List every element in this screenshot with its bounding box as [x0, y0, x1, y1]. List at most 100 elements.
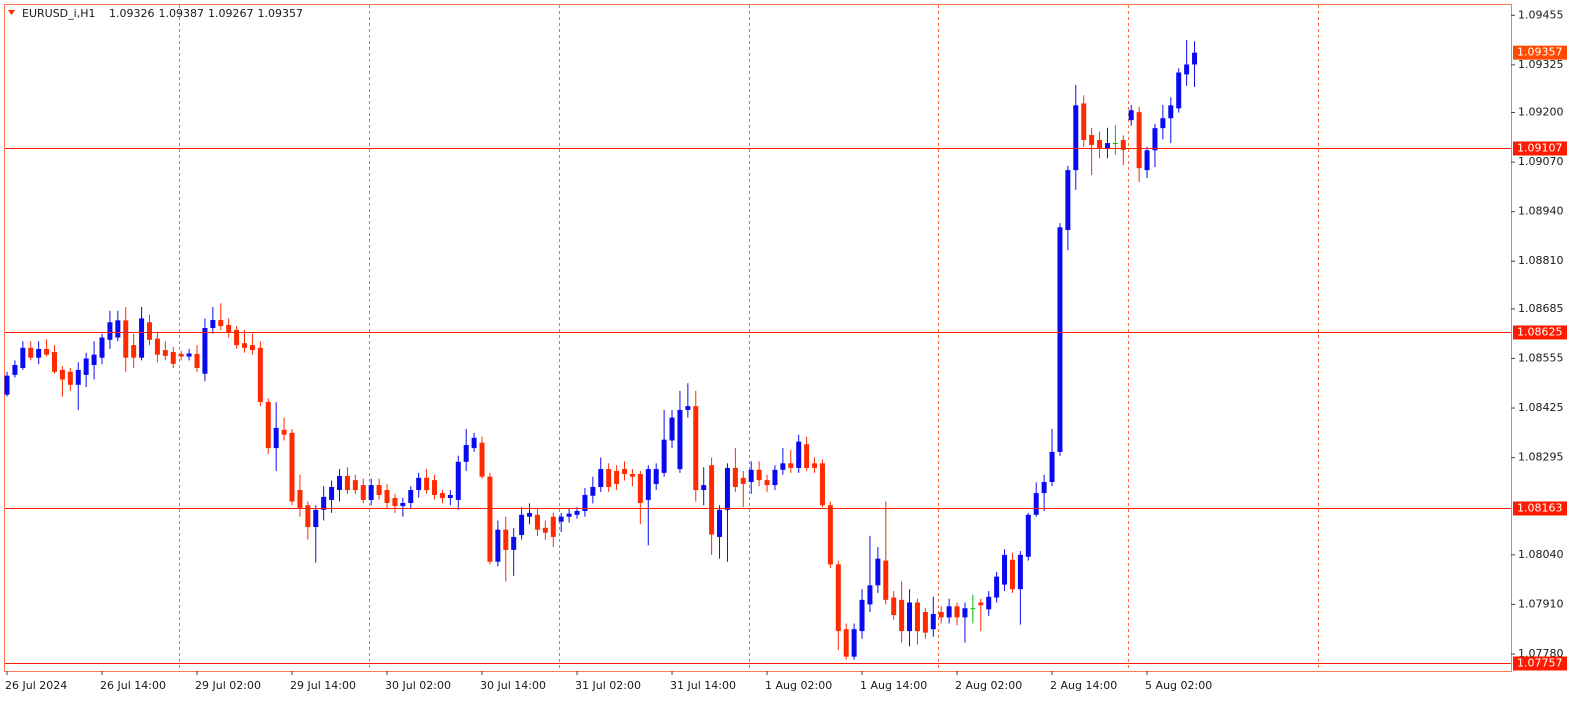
candle-body [234, 329, 240, 346]
candle-body [360, 485, 366, 500]
candle-body [859, 599, 865, 632]
candle-body [637, 474, 643, 503]
candle-body [242, 343, 248, 348]
candle-body [249, 345, 255, 351]
candle-body [764, 480, 770, 486]
candle-body [740, 477, 746, 484]
candle-body [368, 485, 374, 500]
y-tick-label: 1.08555 [1518, 351, 1564, 364]
candle-body [558, 516, 564, 522]
candle-body [645, 469, 651, 500]
candle-body [1033, 493, 1039, 515]
candle-body [52, 351, 58, 372]
candle-body [154, 338, 160, 355]
candle-body [376, 485, 382, 495]
x-tick-label: 30 Jul 14:00 [480, 679, 546, 692]
candle-body [772, 469, 778, 486]
y-tick-label: 1.09325 [1518, 58, 1564, 71]
candle-body [677, 409, 683, 470]
candle-body [83, 358, 89, 375]
candle-body [1049, 451, 1055, 483]
candle-body [1097, 139, 1103, 148]
candle-body [693, 406, 699, 491]
x-tick-label: 26 Jul 14:00 [100, 679, 166, 692]
x-tick-label: 5 Aug 02:00 [1145, 679, 1212, 692]
candle-body [447, 494, 453, 499]
candle-body [424, 477, 430, 491]
candle-body [1104, 143, 1110, 148]
candle-body [194, 353, 200, 369]
candle-body [107, 322, 113, 340]
candle-body [899, 599, 905, 632]
candle-body [1089, 135, 1095, 145]
candle-body [938, 612, 944, 618]
y-tick-label: 1.08040 [1518, 548, 1564, 561]
x-tick-label: 29 Jul 14:00 [290, 679, 356, 692]
candle-body [289, 432, 295, 502]
candle-body [91, 354, 97, 365]
candle-body [685, 406, 691, 410]
candle-body [1192, 52, 1198, 65]
header-value: 1.09267 [208, 7, 254, 20]
candle-body [265, 401, 271, 449]
candle-body [614, 470, 620, 484]
candle-body [1081, 103, 1087, 140]
x-tick-label: 30 Jul 02:00 [385, 679, 451, 692]
candle-body [851, 629, 857, 657]
candle-body [384, 490, 390, 503]
level-tag [1513, 501, 1567, 516]
candle-body [1144, 150, 1150, 171]
candle-body [962, 608, 968, 618]
candle-body [257, 347, 263, 402]
candle-body [606, 469, 612, 487]
candle-body [827, 505, 833, 565]
candle-body [566, 513, 572, 517]
candle-body [28, 347, 34, 358]
candle-body [732, 467, 738, 487]
candle-body [891, 597, 897, 616]
y-tick-label: 1.08810 [1518, 254, 1564, 267]
candle-body [994, 576, 1000, 598]
y-tick-label: 1.08425 [1518, 401, 1564, 414]
candle-body [1009, 559, 1015, 590]
candle-body [954, 606, 960, 618]
x-tick-label: 31 Jul 14:00 [670, 679, 736, 692]
candle-body [1184, 64, 1190, 75]
last-price-label: 1.09357 [1517, 46, 1563, 59]
candle-body [20, 347, 26, 369]
candle-body [1025, 514, 1031, 557]
candle-body [99, 337, 105, 358]
candle-body [495, 529, 501, 562]
y-tick-label: 1.09200 [1518, 106, 1564, 119]
candle-body [1017, 554, 1023, 590]
candle-body [914, 602, 920, 632]
x-tick-label: 29 Jul 02:00 [195, 679, 261, 692]
candle-body [432, 480, 438, 495]
candle-body [321, 496, 327, 510]
candle-body [812, 463, 818, 468]
candle-body [930, 613, 936, 630]
candle-body [67, 371, 73, 385]
candle-body [717, 509, 723, 537]
y-tick-label: 1.09455 [1518, 8, 1564, 21]
level-tag-label: 1.08163 [1517, 502, 1563, 515]
y-tick-label: 1.09070 [1518, 155, 1564, 168]
x-tick-label: 1 Aug 14:00 [860, 679, 927, 692]
candle-body [344, 475, 350, 491]
vertical-grid [179, 5, 1319, 671]
last-price-tag [1513, 45, 1567, 60]
x-tick-label: 31 Jul 02:00 [575, 679, 641, 692]
candle-body [1057, 227, 1063, 452]
candle-body [835, 564, 841, 632]
candle-body [59, 369, 65, 380]
candle-body [392, 498, 398, 507]
candle-body [202, 327, 208, 374]
candle-body [503, 529, 509, 550]
candle-body [1176, 72, 1182, 109]
chart-header: EURUSD_i,H1 1.09326 1.09387 1.09267 1.09357 [22, 7, 303, 20]
candle-body [788, 463, 794, 468]
candle-body [400, 502, 406, 507]
candle-body [75, 369, 81, 385]
